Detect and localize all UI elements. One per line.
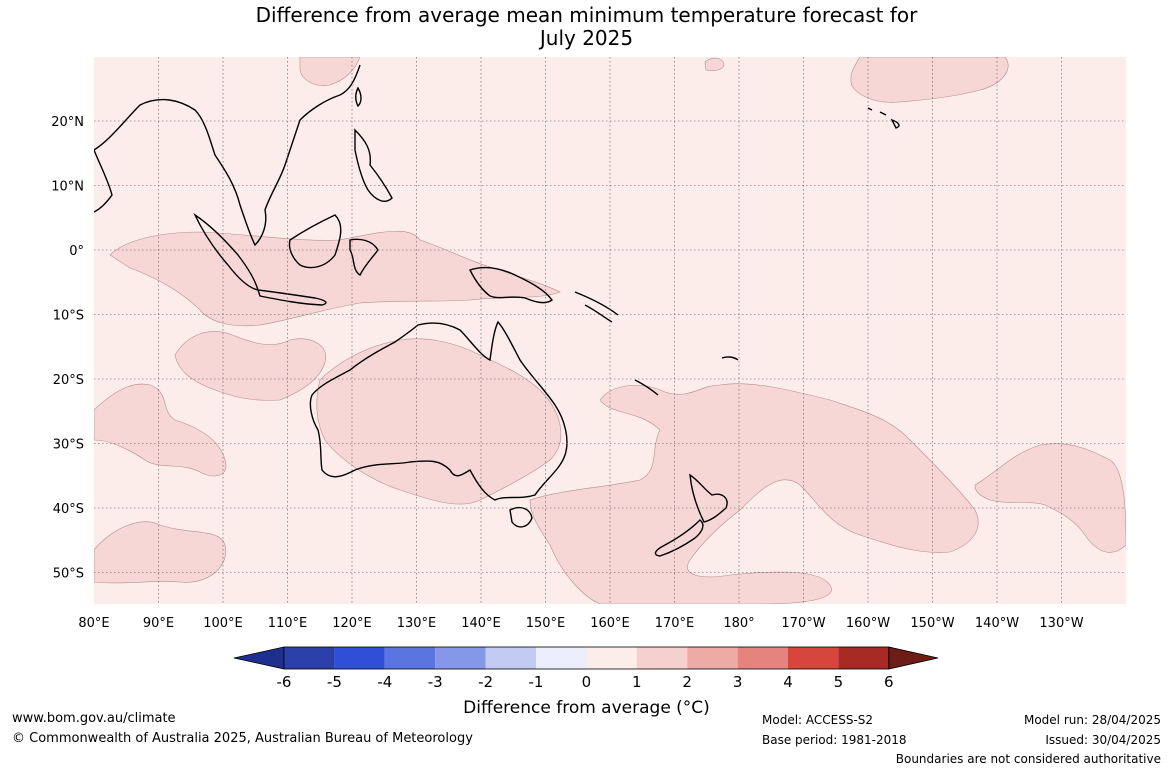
- coastline-new-caledonia: [634, 379, 659, 396]
- anomaly-region-tasman-pacific: [529, 383, 979, 604]
- colorbar: -6 -5 -4 -3 -2 -1 0 1 2 3 4 5 6: [233, 646, 939, 691]
- model-run-text: Model run: 28/04/2025: [1023, 713, 1161, 727]
- colorbar-tick-label: -6: [277, 673, 292, 691]
- longitude-label: 140°E: [461, 616, 501, 631]
- coastline-java: [256, 289, 327, 306]
- longitude-labels: 80°E 90°E 100°E 110°E 120°E 130°E 140°E 150°E 16…: [78, 616, 1083, 631]
- disclaimer-text: Boundaries are not considered authoritat…: [895, 752, 1161, 766]
- coastline-solomons: [574, 291, 619, 323]
- coastline-taiwan: [355, 86, 362, 108]
- colorbar-segment: [536, 647, 587, 669]
- colorbar-tick-label: -5: [327, 673, 342, 691]
- colorbar-tick-label: 3: [733, 673, 743, 691]
- colorbar-tick-label: -3: [428, 673, 443, 691]
- coastline-australia: [309, 320, 568, 501]
- anomaly-region-east-pacific: [974, 443, 1126, 553]
- longitude-label: 170°E: [655, 616, 695, 631]
- latitude-label: 50°S: [53, 567, 84, 582]
- colorbar-outline: [283, 646, 890, 670]
- longitude-label: 130°W: [1039, 616, 1083, 631]
- title-line-2: July 2025: [539, 26, 634, 50]
- longitude-label: 130°E: [397, 616, 437, 631]
- colorbar-tick-label: 4: [783, 673, 793, 691]
- colorbar-tick-label: 6: [884, 673, 894, 691]
- anomaly-region-south-west: [94, 521, 227, 584]
- latitude-label: 10°N: [51, 180, 84, 195]
- base-period-text: Base period: 1981-2018: [762, 733, 907, 747]
- longitude-label: 120°E: [332, 616, 372, 631]
- colorbar-tick-label: 1: [632, 673, 642, 691]
- colorbar-segment: [737, 647, 788, 669]
- anomaly-regions: [94, 57, 1126, 604]
- colorbar-tick-label: -4: [377, 673, 392, 691]
- latitude-label: 10°S: [53, 309, 84, 324]
- longitude-label: 150°E: [526, 616, 566, 631]
- coastline-borneo: [288, 214, 342, 269]
- anomaly-region-south-china-sea: [299, 57, 361, 86]
- longitude-label: 140°W: [975, 616, 1019, 631]
- colorbar-segment: [334, 647, 385, 669]
- longitude-label: 80°E: [78, 616, 109, 631]
- title-line-1: Difference from average mean minimum tem…: [255, 3, 918, 27]
- coastline-new-zealand-south: [654, 519, 704, 557]
- longitude-label: 110°E: [268, 616, 308, 631]
- anomaly-region-north-pacific: [850, 57, 1009, 103]
- anomaly-region-west-australia-sea: [174, 331, 327, 401]
- colorbar-segment: [384, 647, 436, 669]
- latitude-label: 0°: [69, 244, 84, 259]
- latitude-labels: 20°N 10°N 0° 10°S 20°S 30°S 40°S 50°S: [51, 115, 84, 582]
- colorbar-segment: [435, 647, 486, 669]
- colorbar-tick-label: -1: [529, 673, 544, 691]
- coastlines: [94, 64, 900, 557]
- longitude-label: 160°E: [590, 616, 630, 631]
- colorbar-tick-label: -2: [478, 673, 493, 691]
- latitude-label: 30°S: [53, 438, 84, 453]
- website-link[interactable]: www.bom.gov.au/climate: [12, 711, 176, 726]
- issued-text: Issued: 30/04/2025: [1045, 733, 1161, 747]
- colorbar-segment: [586, 647, 637, 669]
- graticule: [94, 57, 1126, 604]
- latitude-label: 20°S: [53, 373, 84, 388]
- coastline-fiji: [721, 356, 739, 361]
- colorbar-arrow-min: [233, 646, 285, 670]
- anomaly-region-equatorial: [109, 230, 561, 326]
- colorbar-segment: [687, 647, 738, 669]
- colorbar-tick-label: 2: [682, 673, 692, 691]
- copyright-text: © Commonwealth of Australia 2025, Austra…: [12, 731, 473, 746]
- latitude-label: 20°N: [51, 115, 84, 130]
- colorbar-tick-label: 0: [582, 673, 592, 691]
- longitude-label: 90°E: [143, 616, 174, 631]
- longitude-label: 180°: [723, 616, 754, 631]
- colorbar-title: Difference from average (°C): [463, 698, 710, 718]
- anomaly-region-indian-ocean-south: [94, 383, 227, 477]
- map-figure: 20°N 10°N 0° 10°S 20°S 30°S 40°S 50°S 80°E 90°E 1…: [51, 57, 1126, 691]
- colorbar-segment: [284, 647, 335, 669]
- colorbar-segment: [636, 647, 688, 669]
- anomaly-region-north-patch: [704, 57, 725, 72]
- longitude-label: 150°W: [910, 616, 954, 631]
- coastline-philippines: [354, 128, 393, 202]
- colorbar-segment: [788, 647, 839, 669]
- longitude-label: 170°W: [781, 616, 825, 631]
- colorbar-segment: [485, 647, 536, 669]
- coastline-hawaii: [867, 107, 900, 129]
- coastline-sulawesi: [349, 238, 379, 277]
- coastline-india: [94, 149, 113, 213]
- coastline-new-guinea: [469, 266, 553, 304]
- longitude-label: 100°E: [203, 616, 243, 631]
- colorbar-arrow-max: [888, 646, 939, 670]
- colorbar-segment: [838, 647, 889, 669]
- latitude-label: 40°S: [53, 502, 84, 517]
- longitude-label: 160°W: [846, 616, 890, 631]
- model-text: Model: ACCESS-S2: [762, 713, 874, 727]
- coastline-asia-mainland: [94, 64, 361, 247]
- map-title: Difference from average mean minimum tem…: [0, 4, 1173, 50]
- colorbar-tick-label: 5: [834, 673, 844, 691]
